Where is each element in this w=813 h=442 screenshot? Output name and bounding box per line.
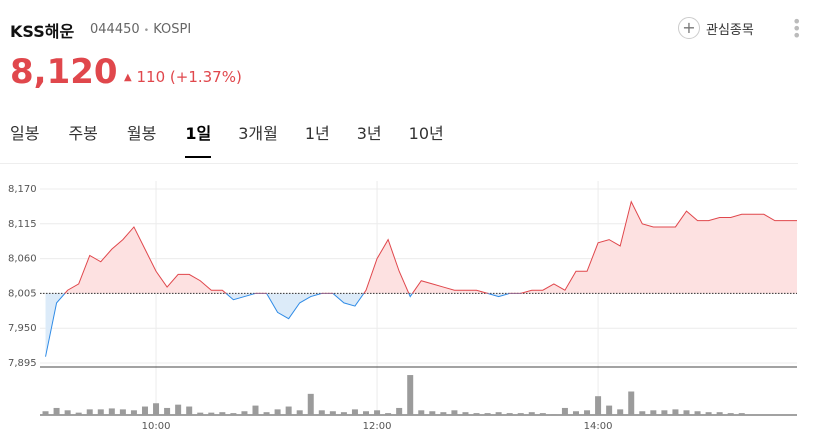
volume-bar bbox=[506, 413, 513, 415]
volume-bar bbox=[119, 409, 126, 415]
y-tick-label: 7,895 bbox=[8, 358, 37, 369]
volume-bar bbox=[75, 412, 82, 415]
volume-bar bbox=[285, 406, 292, 415]
volume-bar bbox=[539, 413, 546, 415]
volume-bar bbox=[672, 409, 679, 415]
volume-bar bbox=[683, 410, 690, 415]
tab[interactable]: 1년 bbox=[304, 124, 330, 143]
tab[interactable]: 월봉 bbox=[126, 124, 157, 143]
volume-bar bbox=[473, 413, 480, 415]
volume-bar bbox=[307, 393, 314, 415]
tab-bar: 일봉 주봉 월봉 1일 3개월 1년 3년 10년 bbox=[10, 120, 471, 158]
volume-bar bbox=[329, 411, 336, 415]
volume-bar bbox=[208, 412, 215, 415]
price: 8,120 bbox=[10, 52, 118, 92]
stock-name: KSS해운 bbox=[10, 22, 75, 41]
price-area bbox=[45, 201, 797, 357]
volume-bar bbox=[484, 413, 491, 415]
volume-bar bbox=[53, 407, 60, 415]
volume-bar bbox=[86, 409, 93, 415]
volume-bar bbox=[595, 396, 602, 415]
stock-code-row: 044450 • KOSPI bbox=[90, 22, 192, 37]
watch-button[interactable]: + 관심종목 bbox=[678, 17, 754, 39]
volume-bar bbox=[572, 411, 579, 415]
volume-bar bbox=[584, 410, 591, 415]
volume-bar bbox=[340, 412, 347, 415]
more-menu[interactable]: • • • bbox=[792, 12, 802, 45]
volume-bar bbox=[705, 412, 712, 415]
volume-bar bbox=[429, 411, 436, 415]
volume-bar bbox=[550, 414, 557, 415]
volume-bar bbox=[42, 411, 49, 415]
volume-bar bbox=[495, 412, 502, 415]
volume-bar bbox=[241, 411, 248, 415]
volume-bar bbox=[274, 409, 281, 415]
volume-bar bbox=[141, 406, 148, 415]
volume-bar bbox=[252, 405, 259, 415]
volume-bar bbox=[108, 408, 115, 415]
volume-bar bbox=[197, 412, 204, 415]
volume-bar bbox=[175, 404, 182, 415]
volume-bar bbox=[694, 411, 701, 415]
x-tick-label: 14:00 bbox=[584, 421, 613, 432]
y-tick-label: 8,170 bbox=[8, 184, 37, 195]
x-tick-label: 12:00 bbox=[363, 421, 392, 432]
volume-bar bbox=[661, 410, 668, 415]
watch-label: 관심종목 bbox=[706, 22, 754, 38]
stock-code: 044450 bbox=[90, 22, 140, 37]
volume-bar bbox=[164, 407, 171, 415]
volume-bar bbox=[186, 406, 193, 415]
volume-bar bbox=[451, 410, 458, 415]
volume-bar bbox=[153, 403, 160, 415]
volume-bar bbox=[351, 409, 358, 415]
change-pct: (+1.37%) bbox=[169, 68, 242, 86]
volume-bar bbox=[639, 411, 646, 415]
volume-bar bbox=[230, 413, 237, 415]
price-line bbox=[45, 200, 797, 357]
volume-bar bbox=[727, 413, 734, 415]
volume-bar bbox=[650, 410, 657, 415]
volume-bar bbox=[263, 412, 270, 415]
volume-bar bbox=[716, 412, 723, 415]
volume-bar bbox=[528, 412, 535, 415]
volume-bar bbox=[418, 410, 425, 415]
change-row: ▲ 110 (+1.37%) bbox=[124, 68, 242, 86]
volume-bar bbox=[64, 410, 71, 415]
tab[interactable]: 3개월 bbox=[238, 124, 278, 143]
tab[interactable]: 1일 bbox=[185, 120, 212, 158]
volume-bar bbox=[561, 407, 568, 415]
tab[interactable]: 주봉 bbox=[68, 124, 98, 143]
tab[interactable]: 10년 bbox=[408, 124, 444, 143]
volume-bar bbox=[738, 413, 745, 415]
volume-bar bbox=[606, 405, 613, 415]
volume-bar bbox=[363, 411, 370, 415]
volume-bar bbox=[97, 409, 104, 415]
x-tick-label: 10:00 bbox=[142, 421, 171, 432]
volume-bar bbox=[517, 413, 524, 415]
change: 110 bbox=[136, 68, 166, 86]
volume-bar bbox=[617, 409, 624, 415]
volume-bar bbox=[374, 410, 381, 415]
volume-bar bbox=[130, 410, 137, 415]
volume-bar bbox=[440, 412, 447, 415]
y-tick-label: 8,005 bbox=[8, 288, 37, 299]
tab[interactable]: 3년 bbox=[356, 124, 382, 143]
volume-bar bbox=[462, 412, 469, 415]
y-tick-label: 8,115 bbox=[8, 219, 37, 230]
volume-bar bbox=[407, 375, 414, 415]
volume-bar bbox=[296, 410, 303, 415]
volume-bar bbox=[318, 410, 325, 415]
divider bbox=[0, 163, 798, 164]
y-tick-label: 7,950 bbox=[8, 323, 37, 334]
y-tick-label: 8,060 bbox=[8, 254, 37, 265]
volume-bar bbox=[219, 412, 226, 415]
volume-bar bbox=[628, 391, 635, 415]
market: KOSPI bbox=[153, 22, 192, 37]
volume-bar bbox=[385, 413, 392, 415]
tab[interactable]: 일봉 bbox=[10, 124, 40, 143]
volume-bar bbox=[396, 407, 403, 415]
